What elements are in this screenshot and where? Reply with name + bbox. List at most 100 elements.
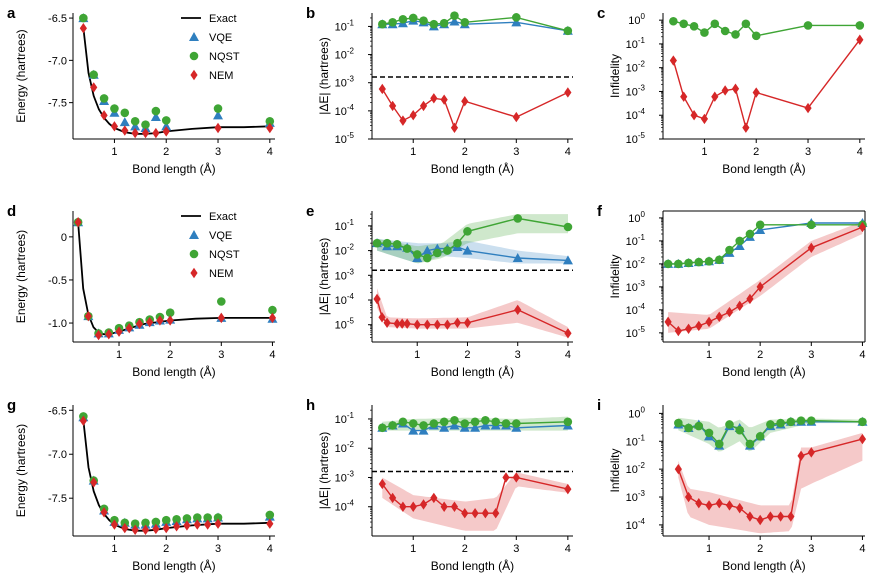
nqst-point — [700, 28, 709, 37]
nem-point — [266, 122, 274, 134]
x-tick-label: 1 — [410, 543, 416, 555]
nem-point — [440, 94, 448, 105]
plot-area — [669, 16, 865, 133]
nqst-point — [714, 439, 724, 449]
y-tick-label: 10-3 — [335, 267, 355, 282]
nqst-point — [402, 244, 412, 253]
nqst-point — [172, 514, 181, 524]
nem-point — [423, 319, 431, 330]
vqe-point — [150, 112, 161, 122]
nem-point — [105, 329, 113, 340]
plot-area — [673, 416, 868, 534]
x-tick-label: 2 — [753, 146, 759, 158]
plot-area — [78, 412, 275, 536]
nem-point — [217, 312, 225, 324]
y-tick-label: 10-2 — [626, 60, 646, 75]
nem-point — [502, 472, 510, 483]
nem-point — [721, 85, 729, 96]
y-tick-label: 10-4 — [335, 103, 355, 118]
nqst-point — [79, 13, 88, 23]
nem-point — [669, 55, 677, 66]
nem-point — [135, 318, 144, 330]
x-tick-label: 3 — [215, 146, 221, 158]
nem-point — [471, 508, 479, 519]
x-tick-label: 1 — [706, 543, 712, 555]
y-axis-label: Energy (hartrees) — [14, 29, 28, 122]
nem-point — [74, 217, 82, 228]
legend-swatch — [190, 267, 198, 279]
nem-point — [674, 463, 682, 475]
nem-point — [807, 447, 815, 458]
nqst-point — [463, 227, 472, 236]
panel-a: a 1 2 3 4 -6.5 -7.0 -7.5 Bond length (Å) Energy (… — [7, 5, 275, 176]
nqst-point — [513, 214, 523, 223]
legend-swatch — [190, 69, 198, 81]
nqst-point — [265, 116, 275, 126]
legend-label: NEM — [209, 70, 233, 82]
nqst-point — [398, 417, 408, 427]
nem-point — [664, 316, 672, 328]
nem-band — [678, 432, 863, 534]
nem-point — [433, 319, 441, 330]
y-tick-label: 100 — [628, 405, 645, 420]
nqst-point — [439, 417, 449, 427]
nqst-point — [141, 518, 150, 528]
nqst-point — [268, 305, 277, 315]
plot-area — [73, 217, 278, 341]
nqst-point — [807, 416, 816, 425]
y-tick-exponent: -3 — [347, 75, 355, 84]
y-tick-exponent: -4 — [638, 517, 646, 526]
nem-point — [110, 519, 119, 530]
y-tick-exponent: -3 — [638, 279, 646, 288]
x-tick-label: 3 — [808, 543, 814, 555]
legend-label: NEM — [209, 268, 233, 280]
nem-point — [193, 519, 201, 530]
nqst-point — [735, 425, 745, 435]
nqst-point — [776, 418, 785, 428]
panel-h: h 1 2 3 4 10-4 10-3 10-2 10-1 Bond length (Å) |ΔE|… — [306, 397, 573, 573]
exact-line — [82, 28, 270, 135]
x-tick-label: 2 — [757, 543, 763, 555]
nem-point — [115, 326, 123, 337]
y-axis-label: Infidelity — [608, 254, 622, 298]
y-tick-exponent: -5 — [638, 325, 646, 334]
nem-point — [152, 127, 160, 139]
y-tick-label: 10-3 — [335, 469, 355, 484]
x-axis-label: Bond length (Å) — [722, 161, 805, 176]
nem-point — [453, 317, 462, 328]
nqst-point — [443, 246, 452, 255]
nem-point — [409, 501, 417, 512]
x-axis-label: Bond length (Å) — [431, 364, 514, 379]
x-tick-label: 2 — [167, 349, 173, 361]
legend-label: Exact — [209, 211, 237, 223]
y-tick-label: 10-5 — [335, 317, 355, 332]
nem-point — [858, 433, 867, 445]
nem-point — [777, 511, 785, 522]
nem-point — [146, 316, 154, 328]
nem-point — [564, 483, 572, 495]
nqst-point — [439, 18, 449, 28]
axes-frame — [662, 13, 865, 140]
y-tick-label: 10-3 — [626, 489, 646, 504]
axes-frame — [371, 405, 573, 537]
plot-area — [372, 214, 573, 339]
y-tick-label: 10-3 — [626, 83, 646, 98]
nem-point — [403, 318, 411, 329]
nem-point — [756, 281, 764, 293]
nqst-point — [419, 16, 428, 25]
nqst-point — [193, 513, 202, 522]
nqst-point — [412, 250, 422, 259]
nqst-point — [408, 419, 418, 428]
x-tick-label: 4 — [857, 146, 863, 158]
vqe-point — [422, 245, 433, 255]
nqst-point — [429, 19, 439, 29]
nem-point — [736, 502, 744, 514]
nqst-point — [372, 238, 382, 248]
nqst-point — [501, 419, 511, 428]
nem-point — [492, 508, 500, 519]
nem-point — [152, 523, 160, 535]
nqst-point — [803, 21, 813, 30]
y-tick-label: 10-2 — [335, 47, 355, 62]
y-tick-exponent: -1 — [347, 218, 355, 227]
y-axis-label: |ΔE| (hartrees) — [317, 432, 331, 510]
